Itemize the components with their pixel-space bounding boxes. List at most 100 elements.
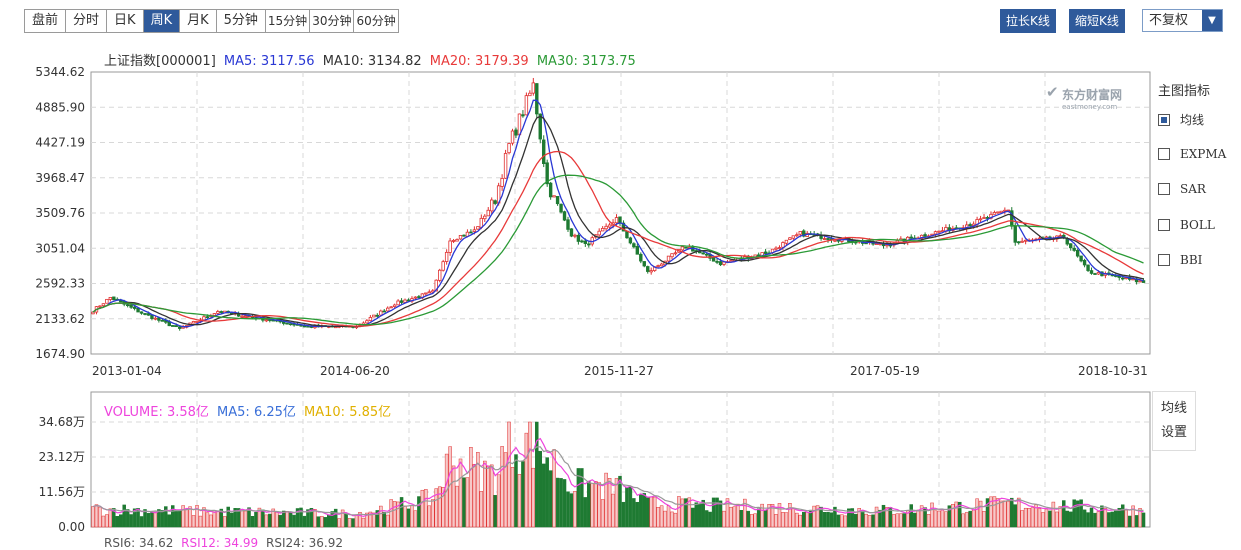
candle-body <box>874 243 879 245</box>
volume-bar <box>795 512 799 528</box>
indicator-option-4[interactable]: BBI <box>1158 253 1202 267</box>
tab-8[interactable]: 60分钟 <box>354 10 398 32</box>
candle-body <box>483 215 487 220</box>
volume-y-tick-label: 34.68万 <box>39 415 85 429</box>
volume-bar <box>323 517 328 528</box>
volume-bar <box>170 505 175 528</box>
candle-body <box>139 311 144 314</box>
volume-bar <box>704 510 709 528</box>
volume-bar <box>184 508 189 528</box>
volume-bar <box>1082 509 1087 528</box>
volume-bar <box>455 485 459 528</box>
candle-body <box>434 279 438 292</box>
indicator-option-0[interactable]: 均线 <box>1158 111 1204 128</box>
checkbox-icon[interactable] <box>1158 113 1170 126</box>
candle-body <box>500 178 504 187</box>
tab-2[interactable]: 日K <box>107 10 144 32</box>
candle-body <box>205 316 210 319</box>
volume-bar <box>320 516 324 528</box>
stretch-kline-button[interactable]: 拉长K线 <box>1000 9 1056 33</box>
volume-bar <box>257 507 262 528</box>
volume-bar <box>697 503 702 528</box>
candle-body <box>399 300 404 303</box>
volume-bar <box>729 506 733 528</box>
candle-body <box>656 265 660 267</box>
volume-bar <box>285 511 289 528</box>
tab-6[interactable]: 15分钟 <box>265 10 311 32</box>
volume-bar <box>982 511 986 528</box>
indicator-option-1[interactable]: EXPMA <box>1158 147 1226 161</box>
volume-bar <box>112 508 116 528</box>
volume-ma-settings-button[interactable]: 均线 设置 <box>1152 391 1196 451</box>
candle-body <box>288 323 293 326</box>
checkbox-icon[interactable] <box>1158 254 1170 266</box>
candle-body <box>715 261 719 263</box>
volume-bar <box>874 506 879 528</box>
candle-body <box>826 238 830 240</box>
volume-bar <box>524 432 529 528</box>
shrink-kline-button[interactable]: 缩短K线 <box>1069 9 1125 33</box>
volume-bar <box>1065 510 1069 528</box>
volume-bar <box>978 500 983 528</box>
volume-bar <box>812 505 816 528</box>
volume-bar <box>670 511 674 528</box>
tab-7[interactable]: 30分钟 <box>310 10 355 32</box>
volume-bar <box>510 467 515 528</box>
candle-body <box>1003 209 1007 212</box>
indicator-option-label: BOLL <box>1180 218 1215 232</box>
volume-bar <box>607 478 612 528</box>
volume-bar <box>1044 508 1049 528</box>
tab-3[interactable]: 周K <box>143 10 181 32</box>
candle-body <box>1020 240 1024 243</box>
candle-body <box>573 234 577 237</box>
indicator-option-3[interactable]: BOLL <box>1158 218 1215 232</box>
tab-4[interactable]: 月K <box>180 10 217 32</box>
candle-body <box>1086 264 1090 271</box>
volume-bar <box>205 512 210 528</box>
volume-bar <box>1127 515 1132 528</box>
volume-bar <box>611 493 615 528</box>
volume-bar <box>1006 501 1011 528</box>
volume-bar <box>1027 508 1031 528</box>
volume-bar <box>340 509 345 528</box>
candle-body <box>670 253 674 258</box>
volume-bar <box>202 507 206 528</box>
candle-body <box>992 212 997 215</box>
volume-bar <box>94 504 99 528</box>
candle-body <box>968 224 972 226</box>
candle-body <box>191 321 196 324</box>
indicator-option-2[interactable]: SAR <box>1158 182 1206 196</box>
volume-bar <box>306 509 310 528</box>
candle-body <box>607 224 612 228</box>
volume-bar <box>649 496 653 528</box>
checkbox-icon[interactable] <box>1158 148 1170 160</box>
candle-body <box>490 199 494 212</box>
candle-body <box>996 211 1000 214</box>
volume-bar <box>562 479 567 528</box>
checkbox-icon[interactable] <box>1158 183 1170 195</box>
volume-bar <box>867 515 872 528</box>
tab-0[interactable]: 盘前 <box>25 10 67 32</box>
volume-ma5-value: MA5: 6.25亿 <box>217 405 296 420</box>
candle-body <box>160 319 165 322</box>
volume-bar <box>240 509 244 528</box>
rsi6-value: RSI6: 34.62 <box>104 536 174 550</box>
candle-body <box>646 266 650 272</box>
chevron-down-icon[interactable]: ▼ <box>1202 10 1222 31</box>
x-tick-label: 2013-01-04 <box>92 364 162 378</box>
candle-body <box>129 304 133 308</box>
candle-body <box>476 226 480 230</box>
volume-bar <box>1110 511 1115 528</box>
volume-bar <box>528 421 532 528</box>
tab-5[interactable]: 5分钟 <box>216 10 266 32</box>
candle-body <box>455 239 459 242</box>
tab-1[interactable]: 分时 <box>66 10 108 32</box>
price-legend: 上证指数[000001] MA5: 3117.56 MA10: 3134.82 … <box>104 50 640 69</box>
indicator-option-label: EXPMA <box>1180 147 1227 161</box>
checkbox-icon[interactable] <box>1158 219 1170 231</box>
candle-body <box>632 243 636 248</box>
candle-body <box>392 304 397 308</box>
volume-bar <box>115 516 120 528</box>
adjust-select[interactable]: 不复权 ▼ <box>1142 9 1223 32</box>
candle-body <box>216 311 220 314</box>
